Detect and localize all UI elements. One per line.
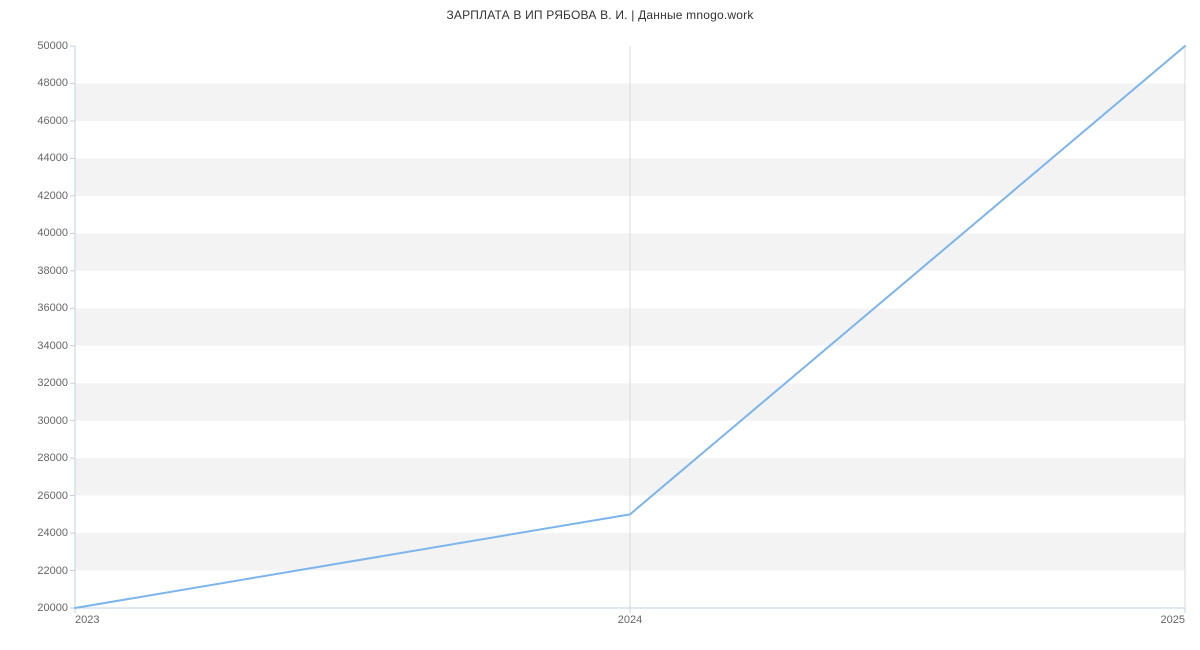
x-tick-label: 2023 bbox=[75, 614, 99, 626]
y-tick-label: 36000 bbox=[37, 302, 68, 314]
y-tick-label: 44000 bbox=[37, 152, 68, 164]
y-tick-label: 38000 bbox=[37, 265, 68, 277]
chart-svg bbox=[75, 46, 1185, 608]
x-tick-label: 2025 bbox=[1161, 614, 1185, 626]
y-tick-label: 50000 bbox=[37, 40, 68, 52]
chart-title: ЗАРПЛАТА В ИП РЯБОВА В. И. | Данные mnog… bbox=[0, 8, 1200, 22]
x-tick-label: 2024 bbox=[618, 614, 642, 626]
y-tick-label: 24000 bbox=[37, 527, 68, 539]
y-tick-label: 48000 bbox=[37, 77, 68, 89]
y-tick-label: 32000 bbox=[37, 377, 68, 389]
y-tick-label: 20000 bbox=[37, 602, 68, 614]
y-tick-label: 46000 bbox=[37, 115, 68, 127]
y-tick-label: 40000 bbox=[37, 227, 68, 239]
y-tick-label: 28000 bbox=[37, 452, 68, 464]
plot-area bbox=[75, 46, 1185, 608]
y-tick-label: 34000 bbox=[37, 340, 68, 352]
y-tick-label: 22000 bbox=[37, 565, 68, 577]
y-tick-label: 30000 bbox=[37, 415, 68, 427]
y-tick-label: 26000 bbox=[37, 490, 68, 502]
y-tick-label: 42000 bbox=[37, 190, 68, 202]
